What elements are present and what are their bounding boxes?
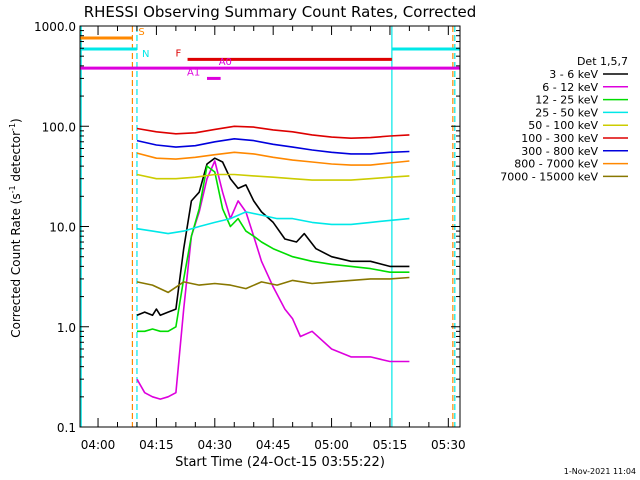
x-tick-label: 04:45	[256, 438, 291, 452]
y-tick-label: 1000.0	[34, 20, 76, 34]
legend-entry-label: 300 - 800 keV	[521, 145, 598, 158]
flag-bar-label: A0	[219, 57, 232, 68]
legend-entry-label: 100 - 300 keV	[521, 132, 598, 145]
series-line	[136, 173, 410, 181]
legend-entry-label: 50 - 100 keV	[528, 119, 598, 132]
data-series	[136, 125, 410, 400]
flag-bar-label: N	[142, 49, 149, 60]
flag-bars: SN F A0 A1	[80, 27, 460, 80]
x-tick-label: 04:00	[81, 438, 116, 452]
x-tick-label: 05:30	[431, 438, 466, 452]
series-line	[136, 157, 410, 317]
y-axis-label: Corrected Count Rate (s-1 detector-1)	[8, 118, 23, 337]
x-tick-label: 05:15	[373, 438, 408, 452]
y-tick-label: 10.0	[49, 221, 76, 235]
x-tick-label: 04:15	[139, 438, 174, 452]
series-line	[136, 151, 410, 166]
series-line	[136, 160, 410, 400]
x-tick-label: 05:00	[314, 438, 349, 452]
series-line	[136, 138, 410, 155]
legend-entry-label: 800 - 7000 keV	[514, 158, 598, 171]
series-line	[136, 125, 410, 139]
legend-title: Det 1,5,7	[577, 55, 628, 68]
flag-bar-label: F	[176, 48, 182, 59]
x-axis-label: Start Time (24-Oct-15 03:55:22)	[175, 455, 385, 470]
legend-entry-label: 7000 - 15000 keV	[500, 170, 598, 183]
x-tick-label: 04:30	[197, 438, 232, 452]
axes: 0.1 1.0 10.0 100.0 1000.0 04:00 04:15 04:30 04:4…	[34, 20, 466, 452]
legend-entry-label: 3 - 6 keV	[549, 68, 598, 81]
y-tick-label: 1.0	[57, 321, 76, 335]
flag-bar-label: S	[138, 27, 144, 38]
footer-timestamp: 1-Nov-2021 11:04	[564, 467, 636, 476]
legend-entry-label: 12 - 25 keV	[535, 94, 598, 107]
legend-entry-label: 6 - 12 keV	[542, 81, 598, 94]
flag-bar-label: A1	[187, 67, 200, 78]
series-line	[136, 211, 410, 235]
legend-entry-label: 25 - 50 keV	[535, 106, 598, 119]
y-tick-label: 100.0	[42, 120, 76, 134]
series-line	[137, 165, 410, 333]
vertical-markers	[80, 26, 456, 427]
y-tick-label: 0.1	[57, 421, 76, 435]
chart-title: RHESSI Observing Summary Count Rates, Co…	[84, 3, 477, 21]
series-line	[136, 276, 410, 294]
